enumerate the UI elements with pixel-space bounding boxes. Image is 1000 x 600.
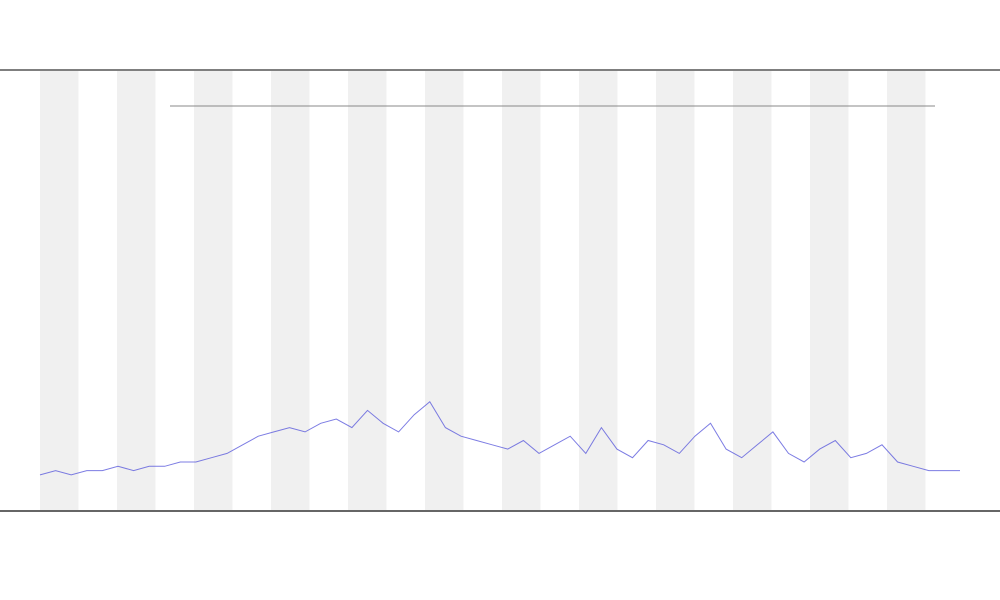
band	[117, 71, 156, 510]
band	[733, 71, 772, 510]
band	[194, 71, 233, 510]
band	[656, 71, 695, 510]
band	[579, 71, 618, 510]
background-bands	[40, 71, 926, 510]
line-series	[39, 401, 960, 476]
band	[887, 71, 926, 510]
band	[40, 71, 79, 510]
band	[348, 71, 387, 510]
band	[810, 71, 849, 510]
band	[425, 71, 464, 510]
band	[502, 71, 541, 510]
band	[271, 71, 310, 510]
